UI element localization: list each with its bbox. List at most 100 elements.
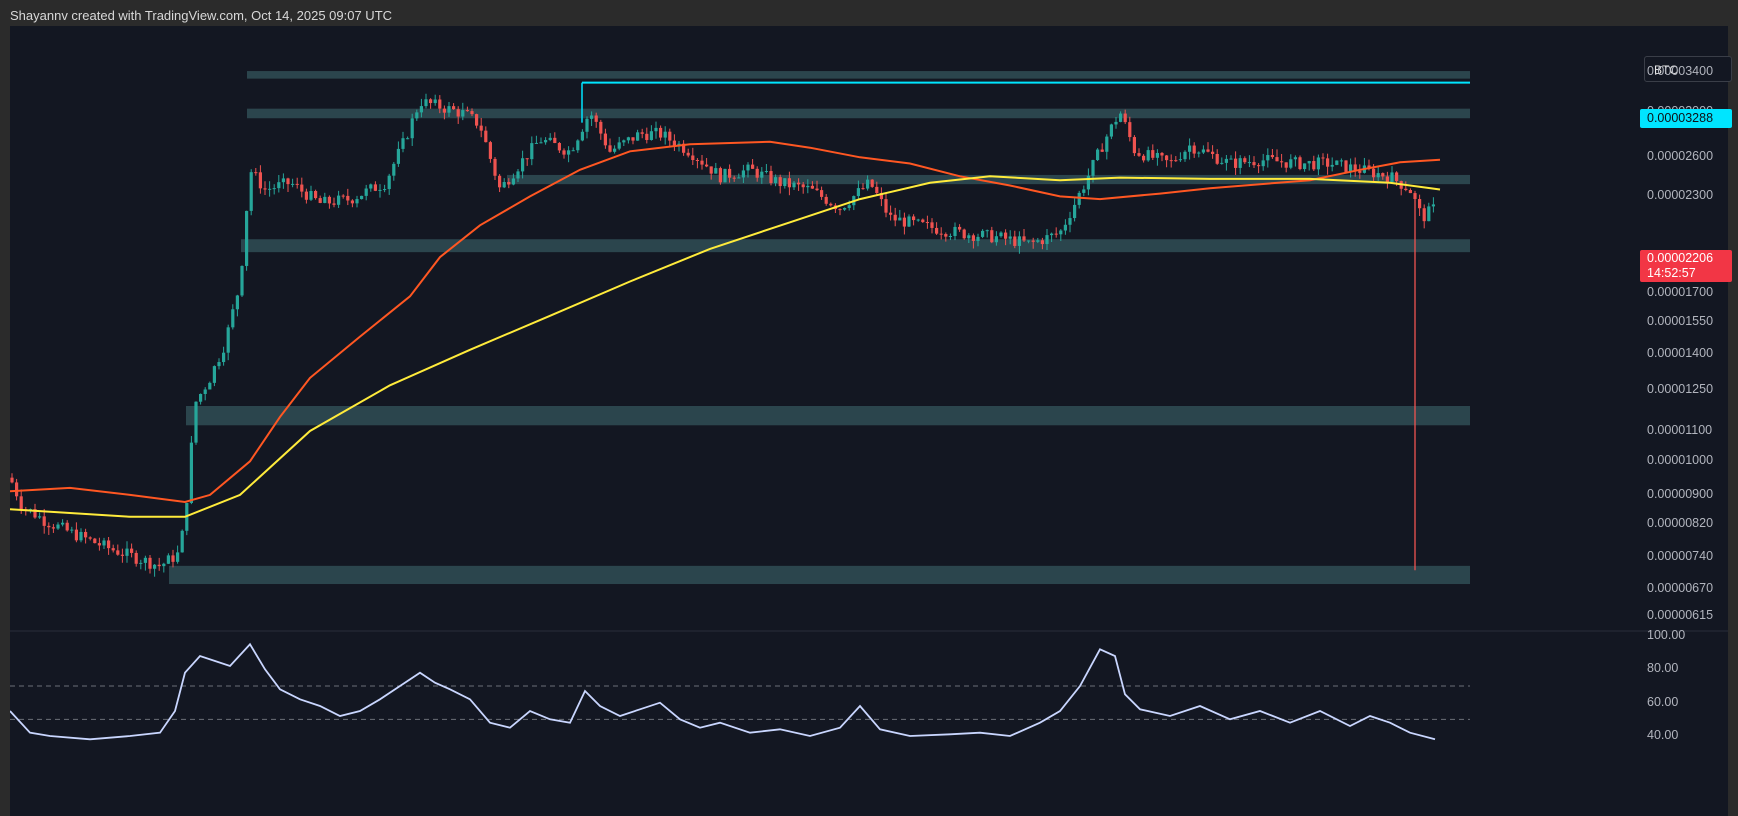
candle [1215,149,1219,165]
candle-body [373,184,377,191]
candle [125,541,129,563]
candle [1114,116,1118,129]
candle-body [1321,157,1325,159]
candle [452,103,456,110]
candle [185,502,189,536]
candle-body [1137,153,1141,156]
candle-body [994,236,998,243]
last-price-value: 0.00002206 [1647,251,1714,265]
candle [97,537,101,551]
candle-body [139,562,143,564]
candle-body [1298,157,1302,170]
candle-body [769,171,773,184]
candle-body [235,295,239,310]
candle [369,183,373,192]
candle [1280,153,1284,168]
candle-body [1004,232,1008,239]
candle-body [309,191,313,200]
candle [562,148,566,159]
zone-0 [247,71,1470,79]
chart-svg[interactable] [10,26,1728,816]
candle [360,195,364,200]
candle-body [530,143,534,160]
candle-body [1077,192,1081,205]
candle [272,184,276,195]
candle-body [1358,170,1362,173]
candle [930,218,934,234]
candle [1431,197,1435,213]
candle [640,128,644,139]
candle-body [189,442,193,503]
candle [534,135,538,144]
candle [668,128,672,147]
candle-body [84,531,88,538]
candle-body [1155,152,1159,158]
candle [746,162,750,178]
candle-body [1275,157,1279,162]
candle-body [10,477,14,483]
candle [258,165,262,194]
candle [318,195,322,204]
candle [511,173,515,186]
candle-body [686,152,690,156]
candle [999,231,1003,238]
candle [1128,116,1132,142]
candle [843,207,847,211]
candle [1137,148,1141,157]
symbol-button[interactable]: BTC [1644,56,1732,82]
candle-body [1427,206,1431,222]
candle-body [429,99,433,104]
candle-body [1054,233,1058,235]
candle-body [1119,113,1123,122]
candle [1330,157,1334,172]
candle-body [723,168,727,183]
candle-body [695,159,699,161]
candle-body [714,168,718,174]
candle-body [42,516,46,526]
candle-body [1091,160,1095,176]
candle-body [1151,150,1155,158]
chart-frame[interactable]: BTC 0.000034000.000030000.000026000.0000… [10,26,1732,816]
candle-body [737,177,741,179]
candle-body [820,190,824,197]
candle [1293,155,1297,167]
candle [544,137,548,145]
candle-body [636,132,640,141]
candle-body [360,195,364,200]
candle-body [1183,151,1187,160]
last-price-tag: 0.00002206 14:52:57 [1640,250,1732,282]
candle-body [33,509,37,518]
candle [636,129,640,141]
candle [419,98,423,118]
candle [659,125,663,141]
candle [1008,230,1012,245]
candle-body [332,203,336,205]
candle-body [985,230,989,232]
candle [65,520,69,532]
candle [194,401,198,445]
candle [1013,230,1017,249]
candle-body [410,118,414,139]
candle [1146,146,1150,162]
candle-body [1188,145,1192,152]
candle-body [654,127,658,132]
candle-body [617,142,621,149]
candle [967,233,971,244]
price-axis-label: 0.00001000 [1647,453,1714,468]
candle-body [746,164,750,171]
candle-body [263,188,267,190]
candle [1123,109,1127,125]
candle [1031,237,1035,249]
candle [838,208,842,216]
candle [580,129,584,142]
candle-body [475,114,479,126]
candle [180,529,184,553]
candle [1004,229,1008,246]
candle [1344,160,1348,174]
candle-body [1036,240,1040,242]
candle-body [1266,155,1270,161]
candle-body [1132,137,1136,154]
zone-2 [507,174,1470,185]
candle [1316,154,1320,176]
candle [714,162,718,174]
